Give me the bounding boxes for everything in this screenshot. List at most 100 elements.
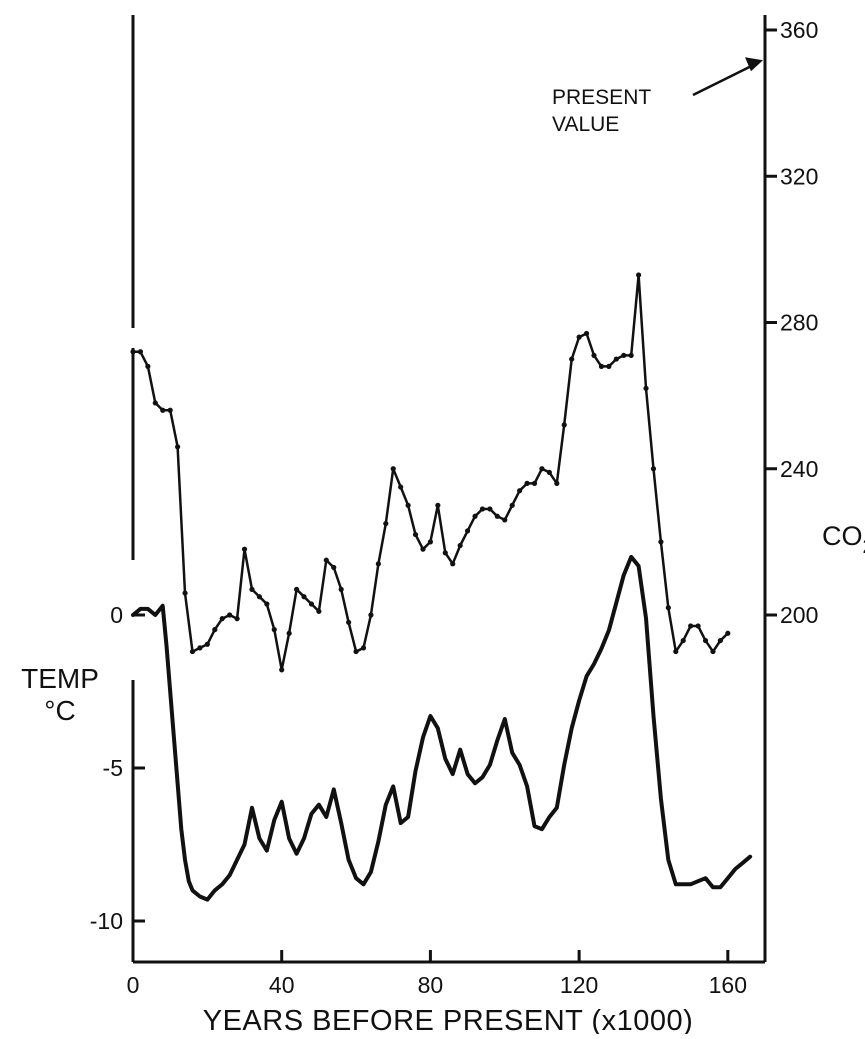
annotation-arrow-head xyxy=(745,57,763,72)
co2-point xyxy=(479,506,486,512)
co2-point xyxy=(308,601,315,607)
x-tick-label: 120 xyxy=(560,972,598,998)
co2-point xyxy=(227,612,233,618)
x-axis-title: YEARS BEFORE PRESENT (x1000) xyxy=(203,1005,694,1034)
co2-point xyxy=(591,352,597,359)
co2-line xyxy=(131,273,730,672)
co2-point xyxy=(241,546,248,552)
temperature-line xyxy=(131,554,753,902)
x-tick-label: 160 xyxy=(709,972,747,998)
co2-point xyxy=(695,623,701,629)
co2-point xyxy=(606,363,612,369)
co2-point xyxy=(435,502,441,508)
co2-point xyxy=(264,601,270,607)
co2-point xyxy=(256,594,262,600)
co2-point xyxy=(554,480,560,486)
co2-point xyxy=(368,612,374,618)
y-right-tick-label: 280 xyxy=(780,310,818,336)
y-right-tick-label: 360 xyxy=(780,17,818,43)
co2-point xyxy=(472,513,478,519)
co2-point xyxy=(539,466,545,472)
co2-point xyxy=(517,488,523,494)
y-right-title: CO2 xyxy=(822,521,865,558)
co2-point xyxy=(353,648,359,655)
y-left-title-line1: TEMP xyxy=(21,663,99,694)
co2-point xyxy=(598,363,605,369)
co2-point xyxy=(249,586,255,593)
co2-point xyxy=(583,330,590,337)
co2-point xyxy=(621,352,627,359)
y-right-tick-label: 240 xyxy=(780,456,818,482)
co2-point xyxy=(702,637,709,644)
co2-point xyxy=(628,352,634,359)
co2-point xyxy=(576,334,582,340)
co2-point xyxy=(189,648,196,655)
co2-point xyxy=(331,564,337,571)
co2-point xyxy=(219,616,225,622)
co2-point xyxy=(636,272,642,278)
co2-point xyxy=(152,400,158,406)
x-tick-label: 80 xyxy=(418,972,444,998)
co2-point xyxy=(182,590,188,596)
co2-point xyxy=(175,444,181,450)
co2-point xyxy=(234,616,240,622)
co2-point xyxy=(531,480,538,486)
co2-point xyxy=(442,550,448,556)
co2-point xyxy=(658,539,664,545)
co2-point xyxy=(680,637,686,644)
co2-point xyxy=(494,513,500,519)
x-tick-label: 40 xyxy=(269,972,295,998)
co2-point xyxy=(509,502,515,508)
co2-point xyxy=(688,623,694,629)
co2-point xyxy=(279,667,285,673)
co2-point xyxy=(502,517,508,523)
annotation-line2: VALUE xyxy=(552,113,619,136)
co2-point xyxy=(204,641,210,647)
co2-point xyxy=(316,608,322,614)
co2-point xyxy=(673,648,679,655)
co2-point xyxy=(167,407,173,413)
annotation-line1: PRESENT xyxy=(552,86,651,109)
co2-point xyxy=(561,422,567,428)
co2-point xyxy=(524,480,530,486)
co2-point xyxy=(487,506,493,512)
series-layer xyxy=(130,272,753,902)
co2-point xyxy=(710,648,716,655)
co2-point xyxy=(323,557,329,563)
co2-point xyxy=(360,645,367,651)
co2-point xyxy=(569,356,575,362)
co2-point xyxy=(197,645,203,651)
co2-point xyxy=(160,407,166,413)
co2-point xyxy=(665,605,671,611)
co2-point xyxy=(271,627,277,633)
co2-point xyxy=(375,561,381,567)
co2-point xyxy=(412,531,419,538)
y-left-tick-label: -10 xyxy=(90,908,123,934)
chart-axes xyxy=(131,15,777,964)
co2-point xyxy=(398,484,404,490)
co2-point xyxy=(643,385,649,391)
co2-point xyxy=(212,627,218,633)
co2-point xyxy=(338,586,344,593)
co2-point xyxy=(650,466,657,472)
co2-point xyxy=(293,586,300,593)
y-left-tick-label: 0 xyxy=(110,602,123,628)
co2-point xyxy=(427,539,434,545)
co2-point xyxy=(717,637,723,644)
co2-point xyxy=(286,630,292,636)
co2-point xyxy=(301,594,307,600)
co2-point xyxy=(546,469,552,476)
annotation-arrow-shaft xyxy=(692,62,758,97)
co2-point xyxy=(145,363,151,369)
co2-point xyxy=(390,466,396,472)
labels-layer: 0 40 80 120 160 0 -5 -10 200 240 280 320 360 YEARS BE… xyxy=(21,17,865,1037)
y-left-tick-label: -5 xyxy=(103,755,123,781)
y-left-title-line2: °C xyxy=(44,695,75,726)
y-right-tick-label: 320 xyxy=(780,163,818,189)
co2-point xyxy=(725,630,731,636)
y-right-tick-label: 200 xyxy=(780,602,818,628)
co2-point xyxy=(450,561,456,567)
co2-point xyxy=(383,520,389,527)
